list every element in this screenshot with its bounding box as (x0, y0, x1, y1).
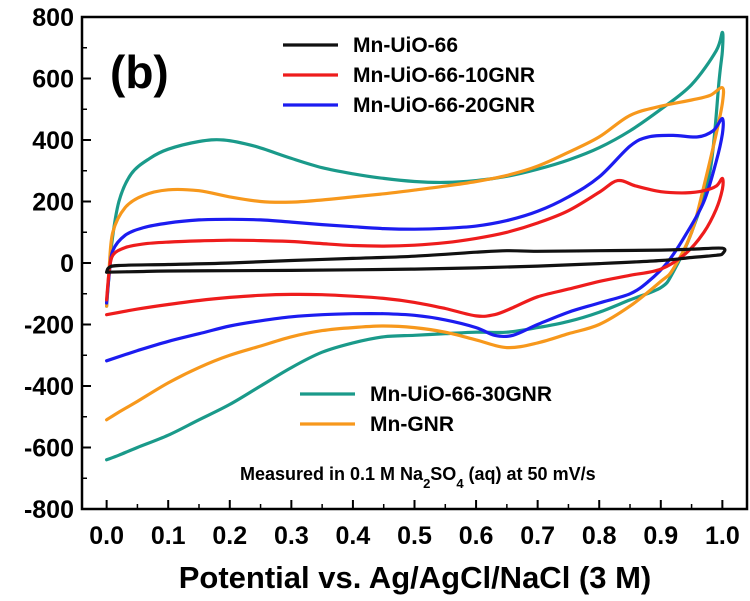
annotation-text-1: Measured in 0.1 M Na (240, 464, 424, 484)
x-tick-label: 0.0 (89, 522, 124, 550)
y-tick-label: -800 (24, 496, 74, 524)
annotation-sub-2: 4 (456, 476, 464, 491)
legend-bottom: Mn-UiO-66-30GNR Mn-GNR (300, 383, 552, 436)
y-tick-label: -600 (24, 435, 74, 463)
legend-label: Mn-UiO-66-30GNR (370, 383, 552, 406)
series-line-mn-uio-66-20gnr (105, 116, 725, 363)
x-tick-label: 0.2 (212, 522, 247, 550)
series-line-mn-gnr (105, 85, 726, 422)
legend-label: Mn-UiO-66 (353, 34, 458, 57)
y-tick-label: 200 (32, 189, 74, 217)
legend-top: Mn-UiO-66 Mn-UiO-66-10GNR Mn-UiO-66-20GNR (283, 34, 535, 117)
x-tick-label: 0.8 (582, 522, 617, 550)
series-line-mn-uio-66-10gnr (105, 176, 725, 318)
series-line-mn-uio-66-30gnr (105, 30, 725, 462)
y-tick-label: 800 (32, 4, 74, 32)
x-tick-label: 0.5 (397, 522, 432, 550)
legend-label: Mn-GNR (370, 413, 454, 436)
x-tick-label: 0.4 (336, 522, 371, 550)
y-tick-label: 400 (32, 127, 74, 155)
annotation-text-2: SO (430, 464, 456, 484)
y-tick-label: -200 (24, 312, 74, 340)
annotation-sub-1: 2 (423, 476, 430, 491)
x-tick-label: 0.3 (274, 522, 309, 550)
measurement-annotation: Measured in 0.1 M Na2SO4 (aq) at 50 mV/s (240, 464, 596, 491)
y-tick-label: -400 (24, 373, 74, 401)
x-tick-label: 0.6 (459, 522, 494, 550)
series-line-mn-uio-66 (105, 246, 727, 274)
x-tick-label: 1.0 (705, 522, 740, 550)
x-axis-title: Potential vs. Ag/AgCl/NaCl (3 M) (179, 560, 652, 595)
x-tick-label: 0.7 (520, 522, 555, 550)
x-tick-label: 0.9 (643, 522, 678, 550)
y-tick-label: 600 (32, 66, 74, 94)
panel-label: (b) (110, 46, 169, 98)
legend-label: Mn-UiO-66-20GNR (353, 94, 535, 117)
legend-label: Mn-UiO-66-10GNR (353, 64, 535, 87)
plot-series (105, 30, 727, 462)
annotation-text-3: (aq) at 50 mV/s (464, 464, 596, 484)
axis-ticks (82, 16, 724, 510)
x-tick-label: 0.1 (151, 522, 186, 550)
axis-tick-labels: 0.0 0.1 0.2 0.3 0.4 0.5 0.6 0.7 0.8 0.9 1.0 -800 -60… (24, 4, 740, 550)
y-tick-label: 0 (60, 250, 74, 278)
